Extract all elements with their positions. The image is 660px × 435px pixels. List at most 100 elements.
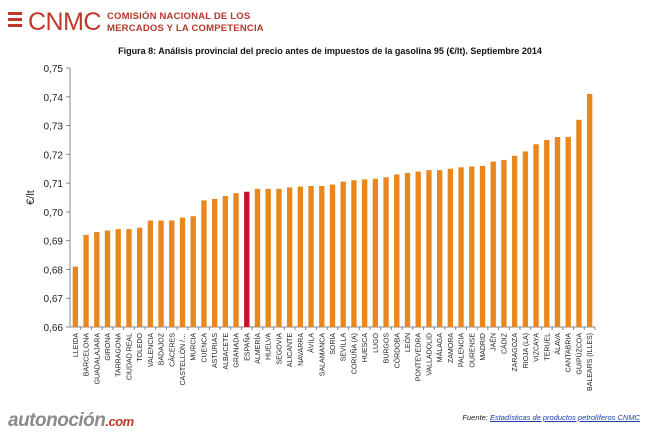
autonocion-logo: autonoción.com [8,410,134,432]
bar [297,186,304,327]
bar [361,179,368,327]
bar [394,174,400,327]
chart-title: Figura 8: Análisis provincial del precio… [118,46,542,56]
x-tick-label: TARRAGONA [116,333,123,377]
logo-subtitle-line-2: MERCADOS Y LA COMPETENCIA [107,23,264,34]
bar-chart: 0,66 0,67 0,68 0,69 0,70 0,71 0,72 0,73 0,74 0,75… [25,64,596,391]
x-tick-label: CASTELLÓN /… [178,333,187,386]
bar [94,232,100,327]
bar [415,171,421,327]
x-tick-label: BURGOS [384,333,391,364]
bar [329,184,336,327]
y-tick-label: 0,68 [44,265,64,276]
y-tick-label: 0,74 [44,93,64,104]
x-tick-label: TOLEDO [137,332,144,361]
bar [426,170,432,327]
bar [147,220,154,327]
bar [372,178,379,327]
x-tick-label: PALENCIA [459,333,466,367]
x-tick-label: CÓRDOBA [392,333,401,369]
bar [308,185,314,327]
x-tick-label: SEVILLA [341,333,348,362]
x-tick-label: GIRONA [105,333,112,361]
bar [469,166,475,327]
bar [126,229,132,327]
cnmc-logo-mark-icon [8,12,22,27]
brand-main: autonoción [8,410,106,431]
bar [265,188,271,327]
bar [319,185,325,327]
bar [115,229,121,327]
y-tick-label: 0,73 [44,122,64,133]
x-tick-label: MÁLAGA [435,333,444,363]
bar [158,220,164,327]
bar [447,168,454,327]
bar [501,160,507,327]
bar [576,119,582,327]
y-tick-label: 0,71 [44,179,64,190]
x-tick-label: RIOJA (LA) [523,333,530,368]
x-tick-label: GUIPÚZCOA [574,333,583,375]
x-tick-label: LLEIDA [73,333,80,357]
bar [554,137,561,327]
x-tick-label: JAÉN [489,333,498,351]
y-tick-label: 0,70 [44,208,64,219]
bar [222,196,229,327]
x-tick-label: ZAMORA [448,333,455,363]
bar [351,180,357,327]
x-tick-label: CÁDIZ [499,332,508,354]
x-tick-label: MURCIA [191,333,198,361]
x-tick-label: ALICANTE [287,333,294,368]
x-tick-label: VALLADOLID [426,333,433,376]
x-tick-label: VIZCAYA [534,333,541,362]
y-tick-label: 0,66 [44,323,64,334]
logo-subtitle-line-1: COMISIÓN NACIONAL DE LOS [107,11,251,22]
bar [404,173,411,327]
bar [211,198,218,327]
bar [522,151,529,327]
bar [586,93,593,328]
bar [490,161,496,327]
bar [458,167,464,327]
bar [190,216,196,327]
x-tick-label: BADAJOZ [159,332,166,365]
x-tick-label: HUESCA [362,333,369,363]
x-tick-label: ALMERÍA [253,333,262,364]
source-link[interactable]: Estadísticas de productos petrolíferos C… [489,413,640,422]
bar [104,230,111,327]
bar [286,187,293,327]
logo-wordmark: CNMC [28,8,102,36]
x-tick-label: OURENSE [469,333,476,368]
x-tick-label: SORIA [330,333,337,355]
bar [201,200,207,327]
x-tick-label: CIUDAD REAL [126,333,133,380]
x-tick-label: SEGOVIA [276,333,283,365]
x-tick-label: BALEARS (ILLES) [587,333,594,391]
source-note: Fuente: Estadísticas de productos petrol… [462,413,640,422]
x-tick-label: ÁLAVA [553,333,562,355]
x-tick-label: ESPAÑA [242,333,251,361]
bar [244,191,250,327]
bar [72,266,79,327]
bar [179,217,186,327]
x-tick-label: HUELVA [266,333,273,360]
bar [533,144,539,327]
x-tick-label: GRANADA [234,333,241,368]
bar [83,234,89,327]
x-tick-label: ZARAGOZA [512,333,519,372]
x-tick-label: ALBACETE [223,333,230,370]
bar [276,188,282,327]
bar [169,220,175,327]
bar [254,188,261,327]
bar [565,137,571,327]
bar [340,181,346,327]
x-tick-label: CÁCERES [167,333,176,367]
x-tick-label: VALENCIA [148,333,155,367]
bar [511,155,518,327]
bar [436,170,443,327]
x-tick-label: LEÓN [403,333,412,352]
x-tick-label: CUENCA [201,333,208,363]
x-tick-label: CORUÑA (A) [349,333,358,374]
bar [383,177,389,327]
logo-subtitle: COMISIÓN NACIONAL DE LOS MERCADOS Y LA C… [107,11,264,35]
